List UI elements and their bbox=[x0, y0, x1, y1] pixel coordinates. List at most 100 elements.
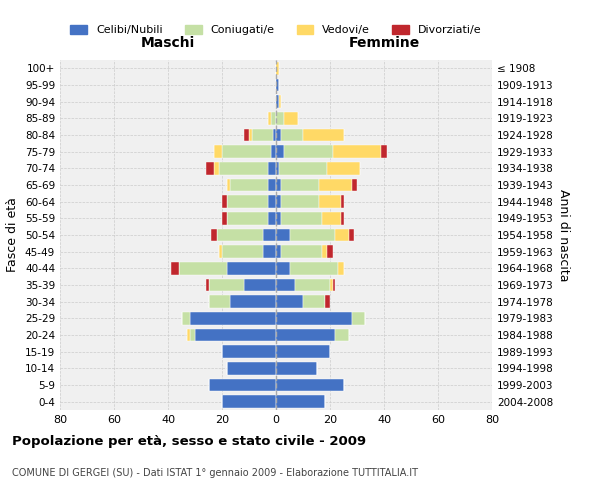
Bar bbox=[335, 229, 349, 241]
Bar bbox=[220, 162, 268, 174]
Bar bbox=[281, 196, 319, 208]
Bar bbox=[252, 129, 274, 141]
Bar bbox=[190, 329, 195, 341]
Bar bbox=[276, 379, 343, 391]
Bar bbox=[230, 179, 268, 192]
Bar bbox=[276, 362, 317, 374]
Bar bbox=[206, 279, 209, 291]
Bar bbox=[220, 246, 222, 258]
Bar bbox=[179, 262, 227, 274]
Bar bbox=[322, 212, 341, 224]
Bar bbox=[211, 229, 217, 241]
Bar bbox=[222, 346, 276, 358]
Bar bbox=[244, 279, 276, 291]
Bar bbox=[276, 96, 278, 108]
Bar bbox=[319, 179, 352, 192]
Bar bbox=[284, 146, 333, 158]
Y-axis label: Anni di nascita: Anni di nascita bbox=[557, 188, 570, 281]
Bar bbox=[214, 146, 222, 158]
Bar bbox=[222, 396, 276, 408]
Bar bbox=[295, 279, 330, 291]
Text: Popolazione per età, sesso e stato civile - 2009: Popolazione per età, sesso e stato civil… bbox=[12, 435, 366, 448]
Legend: Celibi/Nubili, Coniugati/e, Vedovi/e, Divorziati/e: Celibi/Nubili, Coniugati/e, Vedovi/e, Di… bbox=[66, 20, 486, 40]
Bar bbox=[227, 196, 268, 208]
Bar bbox=[244, 129, 249, 141]
Bar bbox=[303, 296, 325, 308]
Bar bbox=[209, 379, 276, 391]
Bar bbox=[222, 146, 271, 158]
Bar bbox=[303, 129, 343, 141]
Bar bbox=[268, 212, 276, 224]
Bar bbox=[263, 246, 276, 258]
Bar bbox=[222, 246, 263, 258]
Bar bbox=[276, 312, 352, 324]
Bar bbox=[276, 212, 281, 224]
Bar bbox=[276, 346, 330, 358]
Bar bbox=[217, 229, 263, 241]
Bar bbox=[281, 179, 319, 192]
Bar bbox=[281, 129, 303, 141]
Text: COMUNE DI GERGEI (SU) - Dati ISTAT 1° gennaio 2009 - Elaborazione TUTTITALIA.IT: COMUNE DI GERGEI (SU) - Dati ISTAT 1° ge… bbox=[12, 468, 418, 477]
Bar bbox=[278, 96, 281, 108]
Text: Maschi: Maschi bbox=[141, 36, 195, 50]
Bar bbox=[249, 129, 252, 141]
Bar bbox=[214, 162, 220, 174]
Bar bbox=[332, 279, 335, 291]
Bar bbox=[328, 162, 360, 174]
Bar bbox=[209, 279, 244, 291]
Bar bbox=[227, 212, 268, 224]
Bar bbox=[281, 246, 322, 258]
Bar bbox=[290, 229, 335, 241]
Bar bbox=[171, 262, 179, 274]
Bar bbox=[276, 129, 281, 141]
Bar bbox=[276, 162, 278, 174]
Bar bbox=[341, 212, 343, 224]
Bar bbox=[276, 196, 281, 208]
Bar bbox=[268, 179, 276, 192]
Bar bbox=[230, 296, 276, 308]
Bar bbox=[268, 112, 271, 124]
Bar bbox=[227, 362, 276, 374]
Bar bbox=[271, 112, 276, 124]
Bar bbox=[276, 296, 303, 308]
Bar bbox=[276, 262, 290, 274]
Bar bbox=[276, 79, 278, 92]
Bar bbox=[319, 196, 341, 208]
Bar bbox=[190, 312, 276, 324]
Bar bbox=[206, 162, 214, 174]
Bar bbox=[182, 312, 190, 324]
Bar bbox=[271, 146, 276, 158]
Bar bbox=[209, 296, 230, 308]
Bar bbox=[276, 179, 281, 192]
Bar bbox=[187, 329, 190, 341]
Bar bbox=[332, 146, 382, 158]
Bar bbox=[195, 329, 276, 341]
Bar bbox=[281, 212, 322, 224]
Bar bbox=[276, 396, 325, 408]
Text: Femmine: Femmine bbox=[349, 36, 419, 50]
Bar bbox=[325, 296, 330, 308]
Bar bbox=[263, 229, 276, 241]
Y-axis label: Fasce di età: Fasce di età bbox=[7, 198, 19, 272]
Bar bbox=[268, 196, 276, 208]
Bar bbox=[276, 279, 295, 291]
Bar bbox=[352, 312, 365, 324]
Bar bbox=[222, 196, 227, 208]
Bar bbox=[276, 329, 335, 341]
Bar bbox=[382, 146, 386, 158]
Bar bbox=[290, 262, 338, 274]
Bar bbox=[341, 196, 343, 208]
Bar bbox=[330, 279, 332, 291]
Bar bbox=[335, 329, 349, 341]
Bar bbox=[284, 112, 298, 124]
Bar bbox=[227, 179, 230, 192]
Bar bbox=[276, 112, 284, 124]
Bar bbox=[276, 246, 281, 258]
Bar bbox=[268, 162, 276, 174]
Bar bbox=[276, 146, 284, 158]
Bar bbox=[227, 262, 276, 274]
Bar bbox=[322, 246, 328, 258]
Bar bbox=[276, 229, 290, 241]
Bar bbox=[222, 212, 227, 224]
Bar bbox=[276, 62, 278, 74]
